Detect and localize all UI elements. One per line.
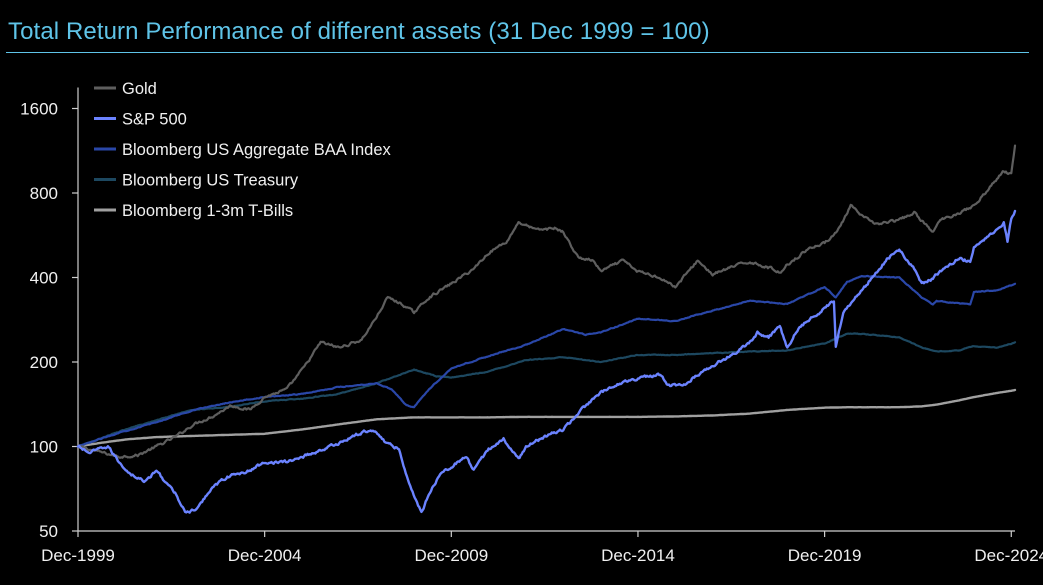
y-tick-label: 400: [30, 269, 58, 288]
x-tick-label: Dec-2014: [601, 546, 675, 565]
legend: Gold S&P 500 Bloomberg US Aggregate BAA In…: [94, 80, 392, 220]
series-line-bloomberg-us-aggregate-baa-index: [76, 274, 1017, 448]
series-layer: [76, 144, 1017, 514]
x-tick-label: Dec-1999: [41, 546, 115, 565]
legend-label: Bloomberg US Aggregate BAA Index: [122, 141, 392, 159]
y-tick-label: 200: [30, 353, 58, 372]
y-tick-label: 800: [30, 184, 58, 203]
series-line-bloomberg-1-3m-t-bills: [76, 388, 1017, 448]
y-tick-label: 100: [30, 438, 58, 457]
x-tick-label: Dec-2004: [228, 546, 302, 565]
x-tick-label: Dec-2019: [788, 546, 862, 565]
legend-label: S&P 500: [122, 111, 187, 129]
series-line-gold: [76, 144, 1017, 459]
chart-title: Total Return Performance of different as…: [8, 18, 710, 45]
legend-label: Bloomberg US Treasury: [122, 172, 299, 190]
series-line-s-p-500: [76, 209, 1017, 514]
axes-layer: 50 100 200 400 800 1600 Dec-1999 Dec-2004 Dec-20…: [20, 87, 1043, 565]
x-tick-label: Dec-2009: [414, 546, 488, 565]
legend-label: Bloomberg 1-3m T-Bills: [122, 202, 293, 220]
legend-label: Gold: [122, 80, 157, 98]
y-tick-label: 50: [39, 522, 58, 541]
y-tick-label: 1600: [20, 100, 58, 119]
title-underline: [6, 52, 1029, 53]
x-tick-label: Dec-2024: [974, 546, 1043, 565]
series-line-bloomberg-us-treasury: [76, 332, 1017, 448]
